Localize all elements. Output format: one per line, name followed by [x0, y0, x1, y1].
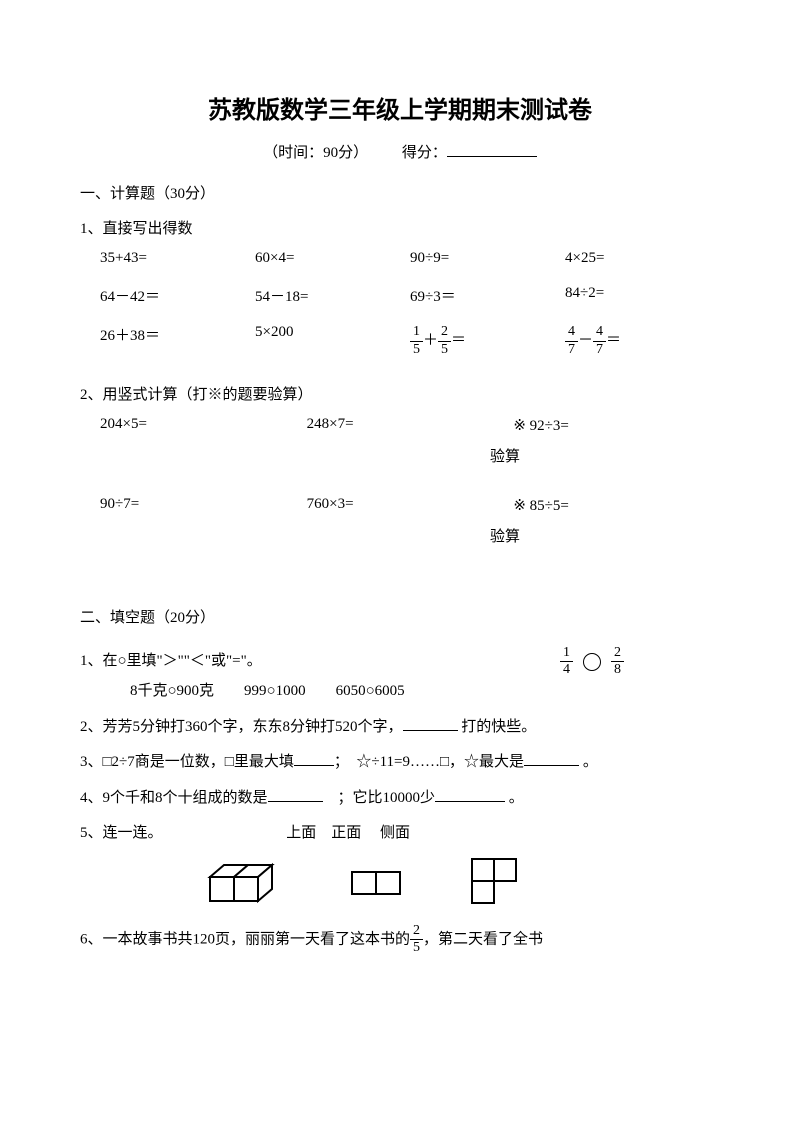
calc-cell: 35+43= — [100, 250, 255, 267]
q4-c: 。 — [505, 790, 524, 806]
calc-cell-frac: 15＋25＝ — [410, 324, 565, 359]
blank — [294, 752, 334, 766]
q2-text: 2、芳芳5分钟打360个字，东东8分钟打520个字， — [80, 719, 403, 735]
vert-cell: ※ 92÷3= — [513, 416, 720, 435]
q5-label: 5、连一连。 — [80, 825, 163, 841]
section1-header: 一、计算题（30分） — [80, 182, 720, 203]
score-blank — [447, 141, 537, 157]
blank — [403, 717, 458, 731]
q2-tail: 打的快些。 — [458, 719, 537, 735]
calc-row-2: 64－42＝ 54－18= 69÷3＝ 84÷2= — [80, 285, 720, 306]
q6-b: ，第二天看了全书 — [423, 931, 543, 947]
fraction: 47 — [593, 324, 606, 359]
q1-fraction-compare: 14 28 — [464, 645, 720, 680]
vert-cell: ※ 85÷5= — [513, 496, 720, 515]
verify-label: 验算 — [80, 445, 720, 466]
q4: 4、9个千和8个十组成的数是 ；它比10000少 。 — [80, 786, 720, 812]
q6: 6、一本故事书共120页，丽丽第一天看了这本书的25，第二天看了全书 — [80, 923, 720, 958]
vert-cell: 760×3= — [307, 496, 514, 515]
q5: 5、连一连。 上面 正面 侧面 — [80, 821, 720, 847]
q3-b: ； ☆÷11=9……□，☆最大是 — [334, 754, 524, 770]
compare-circle-icon — [583, 653, 601, 671]
q3-c: 。 — [579, 754, 598, 770]
calc-cell: 60×4= — [255, 250, 410, 267]
cubes-3d-icon — [200, 857, 290, 909]
section2-header: 二、填空题（20分） — [80, 606, 720, 627]
calc-cell: 69÷3＝ — [410, 285, 565, 306]
frac-op: － — [578, 333, 593, 349]
calc-row-3: 26＋38＝ 5×200 15＋25＝ 47－47＝ — [80, 324, 720, 359]
fraction: 14 — [560, 645, 573, 680]
blank — [524, 752, 579, 766]
fraction: 25 — [438, 324, 451, 359]
q1: 1、在○里填"＞""＜"或"="。 14 28 8千克○900克 999○100… — [80, 645, 720, 705]
calc-cell: 84÷2= — [565, 285, 720, 306]
q3-a: 3、□2÷7商是一位数，□里最大填 — [80, 754, 294, 770]
calc-cell: 64－42＝ — [100, 285, 255, 306]
q5-views: 上面 正面 侧面 — [286, 825, 410, 841]
q2: 2、芳芳5分钟打360个字，东东8分钟打520个字， 打的快些。 — [80, 715, 720, 741]
vert-row-2: 90÷7= 760×3= ※ 85÷5= — [80, 496, 720, 515]
q1-label: 1、在○里填"＞""＜"或"="。 — [80, 649, 464, 675]
frac-op: ＋ — [423, 333, 438, 349]
vert-cell: 90÷7= — [100, 496, 307, 515]
fraction: 15 — [410, 324, 423, 359]
vert-cell: 248×7= — [307, 416, 514, 435]
fraction: 28 — [611, 645, 624, 680]
calc-cell: 5×200 — [255, 324, 410, 359]
calc-cell: 4×25= — [565, 250, 720, 267]
calc-cell: 54－18= — [255, 285, 410, 306]
q4-a: 4、9个千和8个十组成的数是 — [80, 790, 268, 806]
verify-label: 验算 — [80, 525, 720, 546]
q3: 3、□2÷7商是一位数，□里最大填 ； ☆÷11=9……□，☆最大是 。 — [80, 750, 720, 776]
calc-row-1: 35+43= 60×4= 90÷9= 4×25= — [80, 250, 720, 267]
score-label: 得分： — [402, 145, 447, 161]
shapes-row — [80, 857, 720, 909]
calc-cell: 90÷9= — [410, 250, 565, 267]
q4-b: ；它比10000少 — [323, 790, 436, 806]
vert-cell: 204×5= — [100, 416, 307, 435]
time-label: （时间：90分） — [263, 145, 368, 161]
calc-cell: 26＋38＝ — [100, 324, 255, 359]
sub2-label: 2、用竖式计算（打※的题要验算） — [80, 383, 720, 404]
fraction: 47 — [565, 324, 578, 359]
front-view-icon — [350, 868, 410, 898]
calc-cell-frac: 47－47＝ — [565, 324, 720, 359]
blank — [435, 788, 505, 802]
vert-row-1: 204×5= 248×7= ※ 92÷3= — [80, 416, 720, 435]
page-title: 苏教版数学三年级上学期期末测试卷 — [80, 90, 720, 125]
q6-a: 6、一本故事书共120页，丽丽第一天看了这本书的 — [80, 931, 410, 947]
side-view-icon — [470, 857, 525, 909]
sub1-label: 1、直接写出得数 — [80, 217, 720, 238]
q1-items: 8千克○900克 999○1000 6050○6005 — [80, 679, 720, 705]
subtitle: （时间：90分） 得分： — [80, 141, 720, 162]
blank — [268, 788, 323, 802]
fraction: 25 — [410, 923, 423, 958]
